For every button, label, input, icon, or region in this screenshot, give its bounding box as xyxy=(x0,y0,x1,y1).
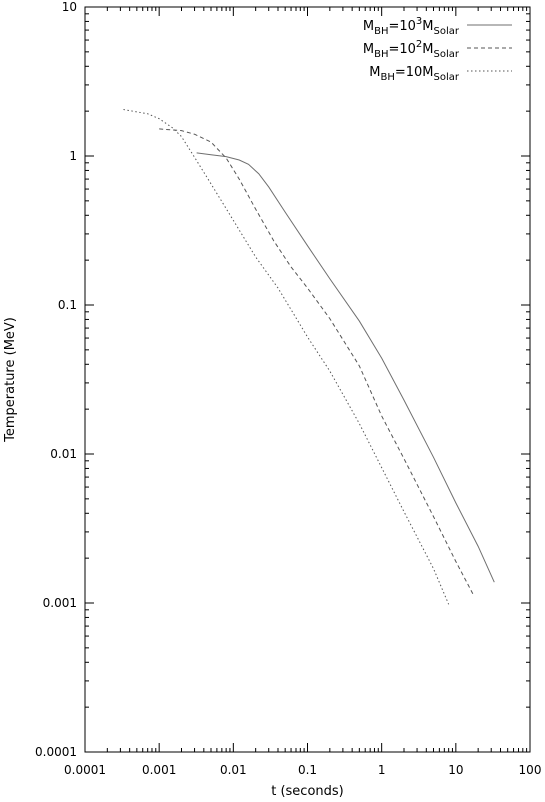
legend-label-1: MBH=103MSolar xyxy=(363,16,460,37)
y-tick-label: 0.001 xyxy=(43,596,77,610)
y-tick-label: 10 xyxy=(62,0,77,14)
y-tick-label: 0.1 xyxy=(58,298,77,312)
series-line-2 xyxy=(159,128,474,595)
y-tick-label: 0.01 xyxy=(50,447,77,461)
x-tick-label: 10 xyxy=(448,763,463,777)
legend-label-2: MBH=102MSolar xyxy=(363,39,460,60)
axis-ticks xyxy=(84,6,531,753)
legend-label-3: MBH=10MSolar xyxy=(369,65,460,83)
axis-tick-labels: 0.0001 0.001 0.01 0.1 1 10 100 0.0001 0.001 0.01 0… xyxy=(35,0,541,777)
series-line-3 xyxy=(123,109,450,605)
x-tick-label: 0.1 xyxy=(298,763,317,777)
x-tick-label: 1 xyxy=(378,763,386,777)
x-tick-label: 100 xyxy=(519,763,542,777)
y-tick-label: 0.0001 xyxy=(35,745,77,759)
series-lines xyxy=(123,109,495,605)
x-tick-label: 0.0001 xyxy=(64,763,106,777)
x-tick-label: 0.001 xyxy=(142,763,176,777)
y-tick-label: 1 xyxy=(69,149,77,163)
series-line-1 xyxy=(196,152,495,583)
x-tick-label: 0.01 xyxy=(220,763,247,777)
y-axis-title: Temperature (MeV) xyxy=(3,317,18,443)
x-axis-title: t (seconds) xyxy=(271,784,344,799)
